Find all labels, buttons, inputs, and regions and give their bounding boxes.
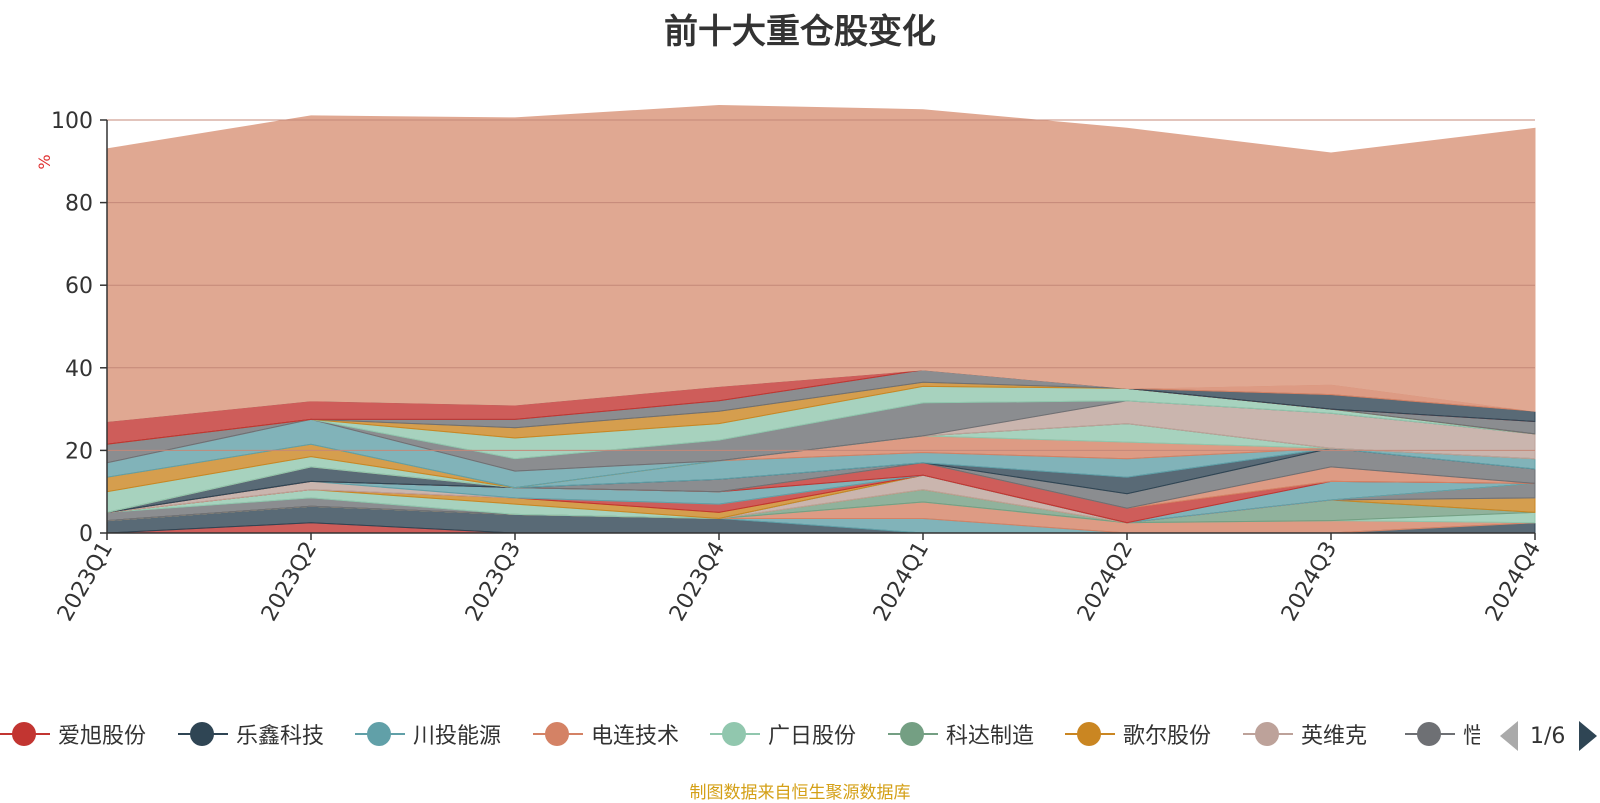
x-tick-label: 2024Q3 <box>1277 538 1342 626</box>
area-series <box>106 104 1536 534</box>
legend-marker-icon <box>1243 719 1293 749</box>
y-tick-label: 20 <box>65 439 93 464</box>
legend-label: 电连技术 <box>591 724 680 749</box>
y-tick-label: 60 <box>65 274 93 299</box>
pager-next-arrow-icon[interactable] <box>1579 721 1598 751</box>
pager-prev-arrow-icon[interactable] <box>1500 721 1518 751</box>
legend-label: 科达制造 <box>946 724 1035 749</box>
legend-label: 恺英网络 <box>1463 724 1480 749</box>
grid-lines <box>107 119 1535 451</box>
x-tick-label: 2024Q1 <box>869 538 934 626</box>
legend-label: 川投能源 <box>413 724 502 749</box>
legend-marker-icon <box>0 719 50 749</box>
legend-marker-icon <box>1405 719 1455 749</box>
legend-marker-icon <box>355 719 405 749</box>
y-tick-label: 80 <box>65 192 93 217</box>
pager-page-text: 1/6 <box>1530 723 1566 749</box>
legend-item[interactable]: 恺英网络 <box>1405 716 1480 752</box>
y-tick-label: 100 <box>51 109 93 134</box>
legend-item[interactable]: 乐鑫科技 <box>178 716 324 752</box>
legend-item[interactable]: 歌尔股份 <box>1065 716 1211 752</box>
x-tick-label: 2023Q3 <box>461 538 526 626</box>
legend-label: 广日股份 <box>768 724 857 749</box>
x-tick-label: 2023Q1 <box>53 538 118 626</box>
y-axis-label: % <box>35 154 54 169</box>
legend-marker-icon <box>533 719 583 749</box>
chart-title: 前十大重仓股变化 <box>664 12 936 52</box>
x-tick-label: 2024Q4 <box>1481 538 1546 626</box>
legend-label: 乐鑫科技 <box>236 724 325 749</box>
legend-label: 歌尔股份 <box>1123 724 1212 749</box>
source-note: 制图数据来自恒生聚源数据库 <box>689 783 911 803</box>
legend-item[interactable]: 电连技术 <box>533 716 679 752</box>
legend-marker-icon <box>710 719 760 749</box>
legend-item[interactable]: 川投能源 <box>355 716 501 752</box>
legend-marker-icon <box>1065 719 1115 749</box>
legend-pager: 1/6 <box>1500 718 1598 754</box>
x-tick-label: 2023Q2 <box>257 538 322 626</box>
area-series-32 <box>106 104 1536 423</box>
legend-marker-icon <box>178 719 228 749</box>
x-tick-label: 2023Q4 <box>665 538 730 626</box>
legend-item[interactable]: 科达制造 <box>888 716 1034 752</box>
legend-label: 爱旭股份 <box>58 724 147 749</box>
x-tick-label: 2024Q2 <box>1073 538 1138 626</box>
legend-label: 英维克 <box>1301 724 1368 749</box>
y-tick-label: 40 <box>65 357 93 382</box>
legend-item[interactable]: 英维克 <box>1243 716 1367 752</box>
chart-plot: % 0 20 40 60 80 100 2023Q1 2023Q2 2023Q3 2023Q4 20… <box>35 104 1546 626</box>
legend-marker-icon <box>888 719 938 749</box>
legend-item[interactable]: 爱旭股份 <box>0 716 146 752</box>
legend-item[interactable]: 广日股份 <box>710 716 856 752</box>
legend: 爱旭股份 乐鑫科技 川投能源 电连技术 广日股份 科达制造 歌尔股份 英维克 恺英网络 <box>0 716 1480 752</box>
y-tick-label: 0 <box>79 522 93 547</box>
